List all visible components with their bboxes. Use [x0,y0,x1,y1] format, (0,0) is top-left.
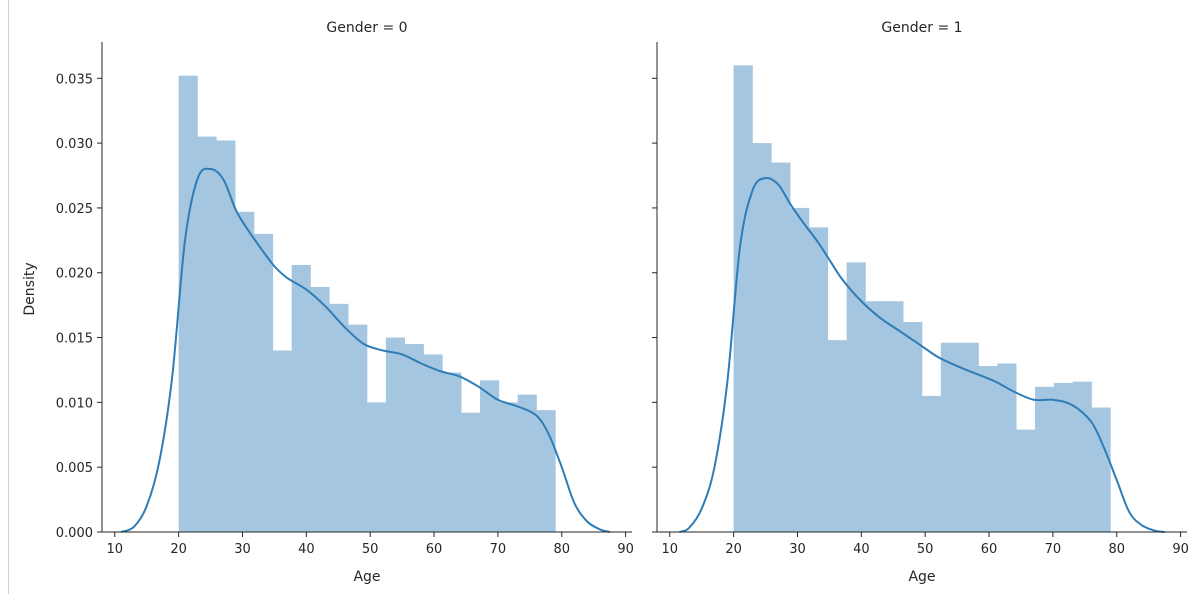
kde-curve [678,176,1165,533]
y-tick-label: 0.025 [56,202,93,217]
x-tick-label: 90 [617,542,634,557]
histogram-bar [1091,407,1111,532]
x-tick-label: 70 [1045,542,1062,557]
y-tick-label: 0.035 [56,72,93,87]
histogram-bar [808,227,829,533]
histogram-bar [959,342,979,532]
x-tick-label: 40 [853,542,870,557]
histogram-bar [865,301,885,532]
left-page-rule [8,0,9,594]
histogram-bar [442,372,462,532]
histogram-bar [884,301,904,532]
histogram-bar [1016,429,1036,532]
histogram-bar [310,287,330,532]
y-tick-label: 0.000 [56,526,93,541]
histogram-bar [922,395,942,532]
histogram-bar [771,162,791,533]
panel-title: Gender = 1 [881,20,962,36]
histogram-bar [978,366,998,532]
histogram-bar [367,402,387,532]
histogram-bar [178,75,198,532]
histogram-bar [846,262,866,532]
x-tick-label: 50 [362,542,379,557]
histogram-bar [253,233,274,532]
histogram-bar [827,340,847,532]
histogram-bar [461,412,481,532]
x-axis-label: Age [353,569,380,585]
x-tick-label: 60 [426,542,443,557]
y-tick-label: 0.015 [56,332,93,347]
facet-panel-0: 10 20 30 40 50 60 70 80 90 0.000 0.005 0.010 0.015 0.… [56,20,634,585]
histogram-bar [752,143,772,532]
histogram-bar [1072,381,1092,532]
panel-title: Gender = 0 [326,20,407,36]
histogram-bar [348,324,368,532]
y-axis-label: Density [22,262,38,315]
x-tick-label: 20 [170,542,187,557]
y-tick-label: 0.030 [56,137,93,152]
histogram-bar [480,380,500,532]
y-tick-label: 0.005 [56,461,93,476]
histogram-bar [1053,382,1073,532]
histogram-bar [1035,386,1055,532]
x-tick-label: 10 [106,542,123,557]
histogram-bar [385,337,405,532]
histogram-bar [733,65,753,532]
facet-panel-1: 10 20 30 40 50 60 70 80 90 Gender = 1 Age [652,20,1188,585]
histogram-bar [404,344,424,532]
histogram-bar [903,322,923,532]
x-tick-label: 80 [553,542,570,557]
x-axis-label: Age [908,569,935,585]
x-tick-label: 50 [917,542,934,557]
histogram-bar [498,402,518,532]
histogram-bar [940,342,960,532]
x-tick-label: 60 [981,542,998,557]
histogram-bar [216,140,236,532]
histogram-bar [235,211,255,532]
histogram-bar [197,136,217,532]
histogram-bar [272,350,292,532]
x-tick-label: 10 [661,542,678,557]
x-tick-label: 90 [1172,542,1188,557]
x-tick-label: 30 [789,542,806,557]
histogram-bar [997,363,1017,532]
histogram-bar [291,264,311,532]
x-tick-label: 40 [298,542,315,557]
histogram-bar [423,354,443,532]
x-tick-label: 80 [1108,542,1125,557]
y-tick-label: 0.020 [56,267,93,282]
x-tick-label: 70 [490,542,507,557]
histogram-bar [517,394,537,532]
x-tick-label: 30 [234,542,251,557]
histogram-bar [329,303,349,532]
y-tick-label: 0.010 [56,396,93,411]
kde-curve [120,167,610,533]
x-tick-label: 20 [725,542,742,557]
histogram-bar [790,207,810,533]
